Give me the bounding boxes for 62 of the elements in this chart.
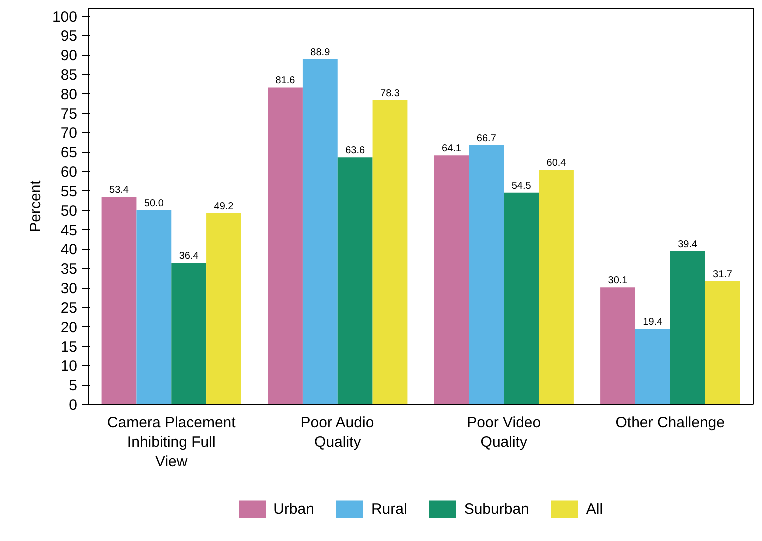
x-tick-label: Camera Placement Inhibiting Full View	[107, 414, 237, 471]
text: 54.5	[512, 180, 532, 192]
y-tick-label: 85	[60, 67, 78, 84]
text: 36.4	[179, 251, 199, 262]
x-tick-label: Poor Audio Quality	[300, 414, 374, 452]
legend-label: Urban	[274, 500, 314, 518]
y-tick-label: 55	[60, 183, 78, 200]
bar	[434, 156, 470, 404]
y-tick-label: 95	[60, 28, 78, 46]
bar	[539, 170, 574, 404]
y-tick-label: 45	[60, 222, 78, 240]
y-tick-label: 75	[60, 106, 78, 123]
bar	[206, 213, 242, 404]
bar	[172, 263, 207, 404]
y-tick-label: 0	[69, 397, 78, 414]
bar	[338, 158, 373, 404]
y-tick-label: 35	[60, 261, 78, 278]
x-tick-label: Poor Video Quality	[467, 414, 542, 452]
bar	[705, 281, 740, 404]
y-tick-label: 70	[60, 125, 78, 142]
text: 64.1	[442, 144, 462, 155]
bar	[600, 288, 636, 404]
y-tick-label: 80	[60, 86, 78, 104]
x-tick-label: Other Challenge	[616, 414, 725, 432]
text: 30.1	[608, 276, 628, 287]
text: 50.0	[144, 198, 164, 210]
y-tick-label: 20	[60, 319, 78, 336]
y-tick-label: 65	[60, 144, 78, 162]
bar	[469, 146, 504, 404]
text: 19.4	[643, 317, 663, 328]
y-tick-label: 60	[60, 164, 78, 182]
legend-label: All	[586, 500, 604, 518]
text: 49.2	[214, 201, 234, 212]
bar	[670, 252, 706, 404]
text: 66.7	[476, 134, 496, 145]
legend-label: Rural	[371, 500, 408, 518]
bar	[372, 100, 408, 404]
bar	[504, 192, 540, 404]
text: 88.9	[310, 47, 330, 58]
bar	[136, 210, 172, 404]
legend-label: Suburban	[464, 500, 530, 518]
text: 39.4	[678, 240, 698, 251]
text: 63.6	[346, 146, 366, 157]
y-tick-label: 5	[69, 378, 78, 395]
bar	[268, 88, 303, 404]
bar	[302, 59, 338, 404]
y-tick-label: 10	[60, 358, 78, 376]
y-tick-label: 40	[60, 242, 78, 259]
text: 60.4	[546, 158, 566, 170]
y-axis-title: Percent	[27, 180, 44, 232]
bar	[635, 329, 670, 404]
y-tick-label: 50	[60, 202, 78, 220]
y-tick-label: 90	[60, 48, 78, 65]
y-tick-label: 25	[60, 300, 78, 317]
y-tick-label: 30	[60, 280, 78, 298]
text: 81.6	[276, 76, 296, 87]
text: 53.4	[110, 185, 129, 196]
bar	[102, 197, 137, 404]
text: 31.7	[713, 269, 732, 280]
y-tick-label: 15	[60, 338, 78, 356]
y-tick-label: 100	[52, 8, 78, 26]
text: 78.3	[380, 88, 400, 100]
